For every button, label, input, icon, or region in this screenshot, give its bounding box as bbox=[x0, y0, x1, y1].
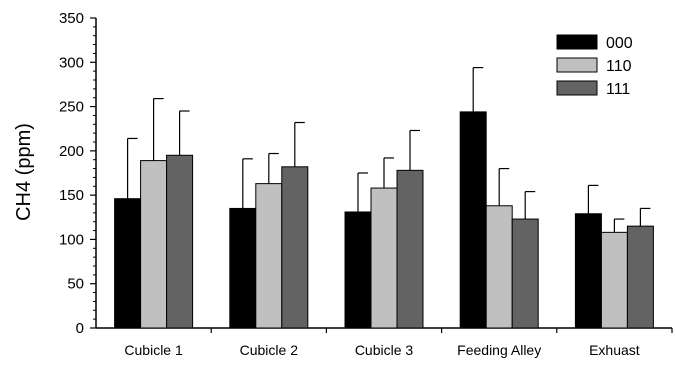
bar bbox=[511, 218, 539, 329]
bar bbox=[600, 231, 628, 329]
bar bbox=[166, 154, 194, 329]
legend-swatch bbox=[556, 80, 598, 96]
bar bbox=[229, 207, 257, 329]
bar bbox=[370, 187, 398, 329]
bar bbox=[140, 160, 168, 329]
legend-label: 110 bbox=[606, 58, 632, 75]
y-tick-label: 50 bbox=[67, 276, 84, 293]
y-tick-label: 350 bbox=[59, 10, 84, 27]
legend-label: 111 bbox=[606, 81, 630, 98]
bar bbox=[485, 205, 513, 329]
legend-label: 000 bbox=[606, 35, 633, 52]
bar bbox=[114, 198, 142, 329]
x-tick-label: Exhuast bbox=[589, 342, 640, 358]
x-tick-label: Feeding Alley bbox=[457, 342, 541, 358]
bar bbox=[396, 169, 424, 329]
axes: 0 50 100 150 200 250 300 350 Cubicle 1 Cubicle 2 C… bbox=[59, 10, 673, 358]
bar bbox=[626, 225, 654, 329]
y-tick-label: 200 bbox=[59, 143, 84, 160]
x-tick-label: Cubicle 2 bbox=[240, 342, 299, 358]
bar bbox=[255, 183, 283, 329]
x-tick-label: Cubicle 1 bbox=[124, 342, 183, 358]
y-tick-label: 0 bbox=[76, 320, 84, 337]
bar bbox=[281, 166, 309, 329]
y-tick-label: 100 bbox=[59, 231, 84, 248]
y-tick-label: 300 bbox=[59, 54, 84, 71]
bar bbox=[574, 213, 602, 329]
bars bbox=[114, 66, 654, 329]
y-tick-label: 150 bbox=[59, 187, 84, 204]
y-tick-label: 250 bbox=[59, 99, 84, 116]
legend-swatch bbox=[556, 57, 598, 73]
legend: 000 110 111 bbox=[556, 34, 633, 98]
bar bbox=[459, 111, 487, 329]
bar bbox=[344, 211, 372, 329]
y-axis-label: CH4 (ppm) bbox=[13, 123, 35, 221]
x-tick-label: Cubicle 3 bbox=[355, 342, 414, 358]
legend-swatch bbox=[556, 34, 598, 50]
